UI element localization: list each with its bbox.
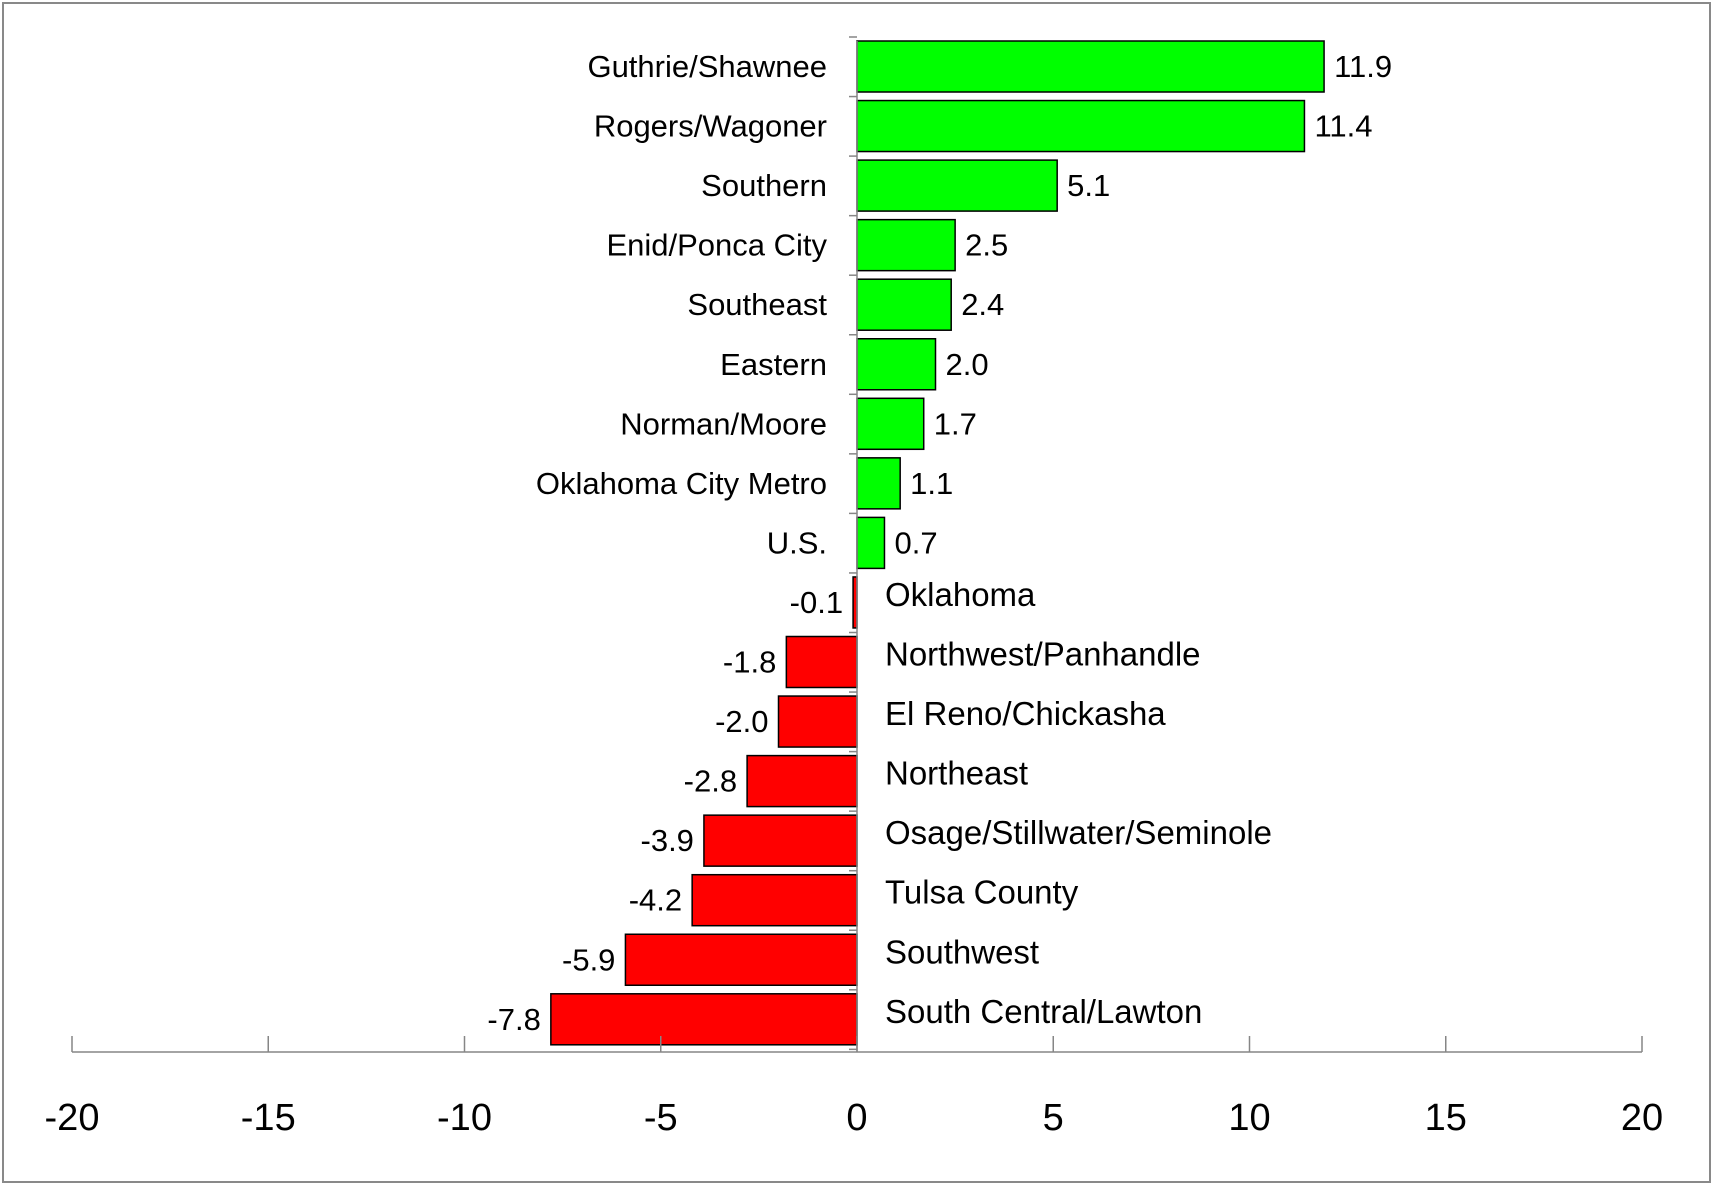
category-label: El Reno/Chickasha xyxy=(885,695,1166,732)
value-label: -7.8 xyxy=(487,1002,540,1037)
category-label: Rogers/Wagoner xyxy=(594,109,827,144)
bar-enid-ponca-city xyxy=(856,218,956,272)
bar-eastern xyxy=(856,338,937,391)
x-tick-label: 5 xyxy=(1043,1097,1064,1139)
category-label: Oklahoma xyxy=(885,576,1036,613)
bar-osage-stillwater-seminole xyxy=(703,814,858,867)
category-label: U.S. xyxy=(767,525,827,560)
x-tick-label: -15 xyxy=(241,1097,296,1139)
category-label: Tulsa County xyxy=(885,874,1079,911)
x-tick-label: 15 xyxy=(1425,1097,1467,1139)
bar-rogers-wagoner xyxy=(856,99,1306,153)
category-label: Eastern xyxy=(720,347,827,382)
x-tick-label: 20 xyxy=(1621,1097,1663,1139)
value-label: 2.0 xyxy=(946,347,989,382)
bar-tulsa-county xyxy=(691,873,858,927)
value-label: -1.8 xyxy=(723,645,776,680)
value-label: 11.4 xyxy=(1314,109,1372,144)
value-label: -2.8 xyxy=(684,764,737,799)
bar-northwest-panhandle xyxy=(785,635,858,689)
bar-norman-moore xyxy=(856,397,925,451)
value-label: 0.7 xyxy=(894,525,937,560)
bar-u-s- xyxy=(856,516,886,570)
x-tick-label: -20 xyxy=(45,1097,100,1139)
value-label: -5.9 xyxy=(562,942,615,977)
bars-layer xyxy=(550,40,1325,1046)
value-label: 11.9 xyxy=(1334,49,1392,84)
category-label: Northeast xyxy=(885,755,1028,792)
category-label: Southern xyxy=(701,168,827,203)
x-tick-label: -10 xyxy=(437,1097,492,1139)
bar-southern xyxy=(856,159,1058,212)
value-label: 1.7 xyxy=(934,406,977,441)
category-label: Osage/Stillwater/Seminole xyxy=(885,814,1272,851)
bar-southwest xyxy=(624,933,858,986)
category-label: Enid/Ponca City xyxy=(606,228,827,263)
value-labels-layer: 11.9 11.4 5.1 2.5 2.4 2.0 1.7 1.1 0.7 -0.1 -1.8 -2.… xyxy=(487,49,1392,1037)
category-label: Northwest/Panhandle xyxy=(885,636,1201,673)
category-label: Southeast xyxy=(687,287,827,322)
bar-northeast xyxy=(746,754,858,808)
value-label: -2.0 xyxy=(715,704,768,739)
x-tick-label: 0 xyxy=(846,1097,867,1139)
category-label: South Central/Lawton xyxy=(885,993,1202,1030)
axis-layer: -20 -15 -10 -5 0 5 10 15 20 xyxy=(45,36,1663,1139)
value-label: 5.1 xyxy=(1067,168,1110,203)
category-label: Norman/Moore xyxy=(620,406,827,441)
bar-oklahoma-city-metro xyxy=(856,457,901,510)
category-labels-layer: Guthrie/Shawnee Rogers/Wagoner Southern Eni… xyxy=(536,49,1272,1030)
value-label: 2.5 xyxy=(965,228,1008,263)
bar-el-reno-chickasha xyxy=(777,695,858,748)
bar-southeast xyxy=(856,278,952,331)
value-label: -0.1 xyxy=(790,585,843,620)
bar-south-central-lawton xyxy=(550,993,858,1046)
category-label: Guthrie/Shawnee xyxy=(587,49,827,84)
category-label: Southwest xyxy=(885,933,1039,970)
category-label: Oklahoma City Metro xyxy=(536,466,827,501)
x-tick-label: -5 xyxy=(644,1097,678,1139)
value-label: -4.2 xyxy=(629,883,682,918)
value-label: 2.4 xyxy=(961,287,1004,322)
value-label: -3.9 xyxy=(641,823,694,858)
bar-guthrie-shawnee xyxy=(856,40,1325,93)
x-tick-label: 10 xyxy=(1228,1097,1270,1139)
value-label: 1.1 xyxy=(910,466,953,501)
